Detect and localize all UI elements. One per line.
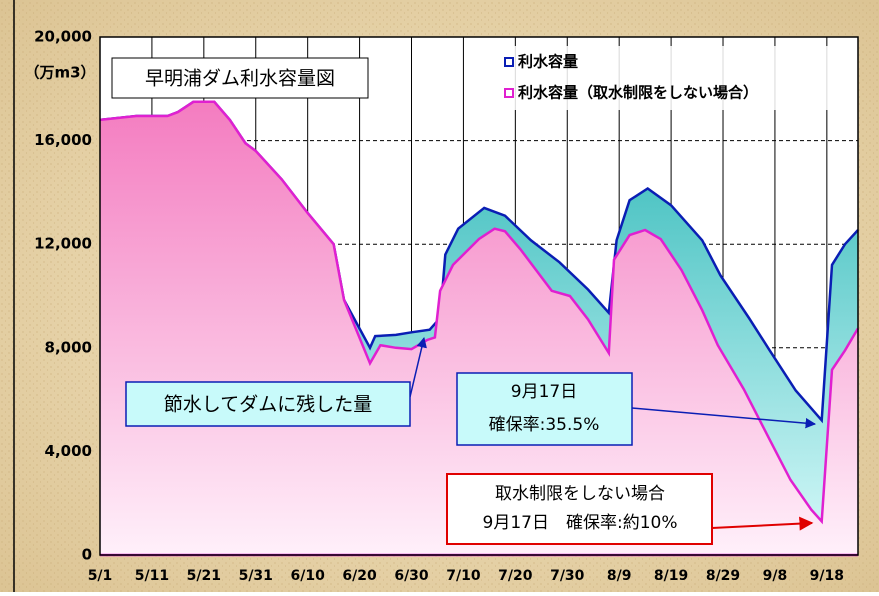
x-tick-label: 6/30 [394,568,429,584]
annotation-text: 9月17日 [511,382,577,402]
x-tick-label: 5/11 [135,568,169,584]
x-tick-label: 9/18 [810,568,844,584]
annotation-arrow [631,407,817,429]
x-tick-label: 6/20 [342,568,377,584]
annotation-arrow [409,336,427,398]
x-tick-label: 8/19 [654,568,688,584]
y-tick-label: 20,000 [34,28,92,46]
annotation-text: 取水制限をしない場合 [495,484,665,504]
annotation-text: 9月17日 確保率:約10% [483,513,678,533]
x-tick-label: 5/1 [88,568,113,584]
legend-label: 利水容量 [518,53,578,71]
annotation-text: 確保率:35.5% [489,415,600,435]
annotation-text: 節水してダムに残した量 [164,394,372,416]
annotation-box [456,372,633,446]
y-tick-label: 16,000 [34,131,92,149]
y-tick-label: 12,000 [34,235,92,253]
legend-swatch [504,88,514,98]
legend-swatch [504,57,514,67]
annotation-box [446,473,713,545]
area-fill [100,101,858,556]
x-tick-label: 6/10 [290,568,325,584]
y-tick-label: 4,000 [45,442,92,460]
legend-label: 利水容量（取水制限をしない場合） [518,84,758,102]
y-tick-label: 0 [82,546,92,564]
y-tick-label: 8,000 [45,338,92,356]
chart-title: 早明浦ダム利水容量図 [145,68,335,90]
x-tick-label: 7/20 [498,568,533,584]
x-tick-label: 5/21 [187,568,221,584]
annotation-box [125,381,411,427]
x-tick-label: 9/8 [763,568,788,584]
plot-border [99,36,859,556]
x-tick-label: 5/31 [239,568,273,584]
series-line [99,100,860,525]
legend-box [497,46,840,110]
x-tick-label: 7/30 [550,568,585,584]
x-tick-label: 8/29 [706,568,740,584]
title-box [111,57,369,99]
annotation-arrow [711,516,814,531]
y-axis-unit: （万m3） [24,64,95,82]
x-tick-label: 7/10 [446,568,481,584]
x-tick-label: 8/9 [607,568,632,584]
